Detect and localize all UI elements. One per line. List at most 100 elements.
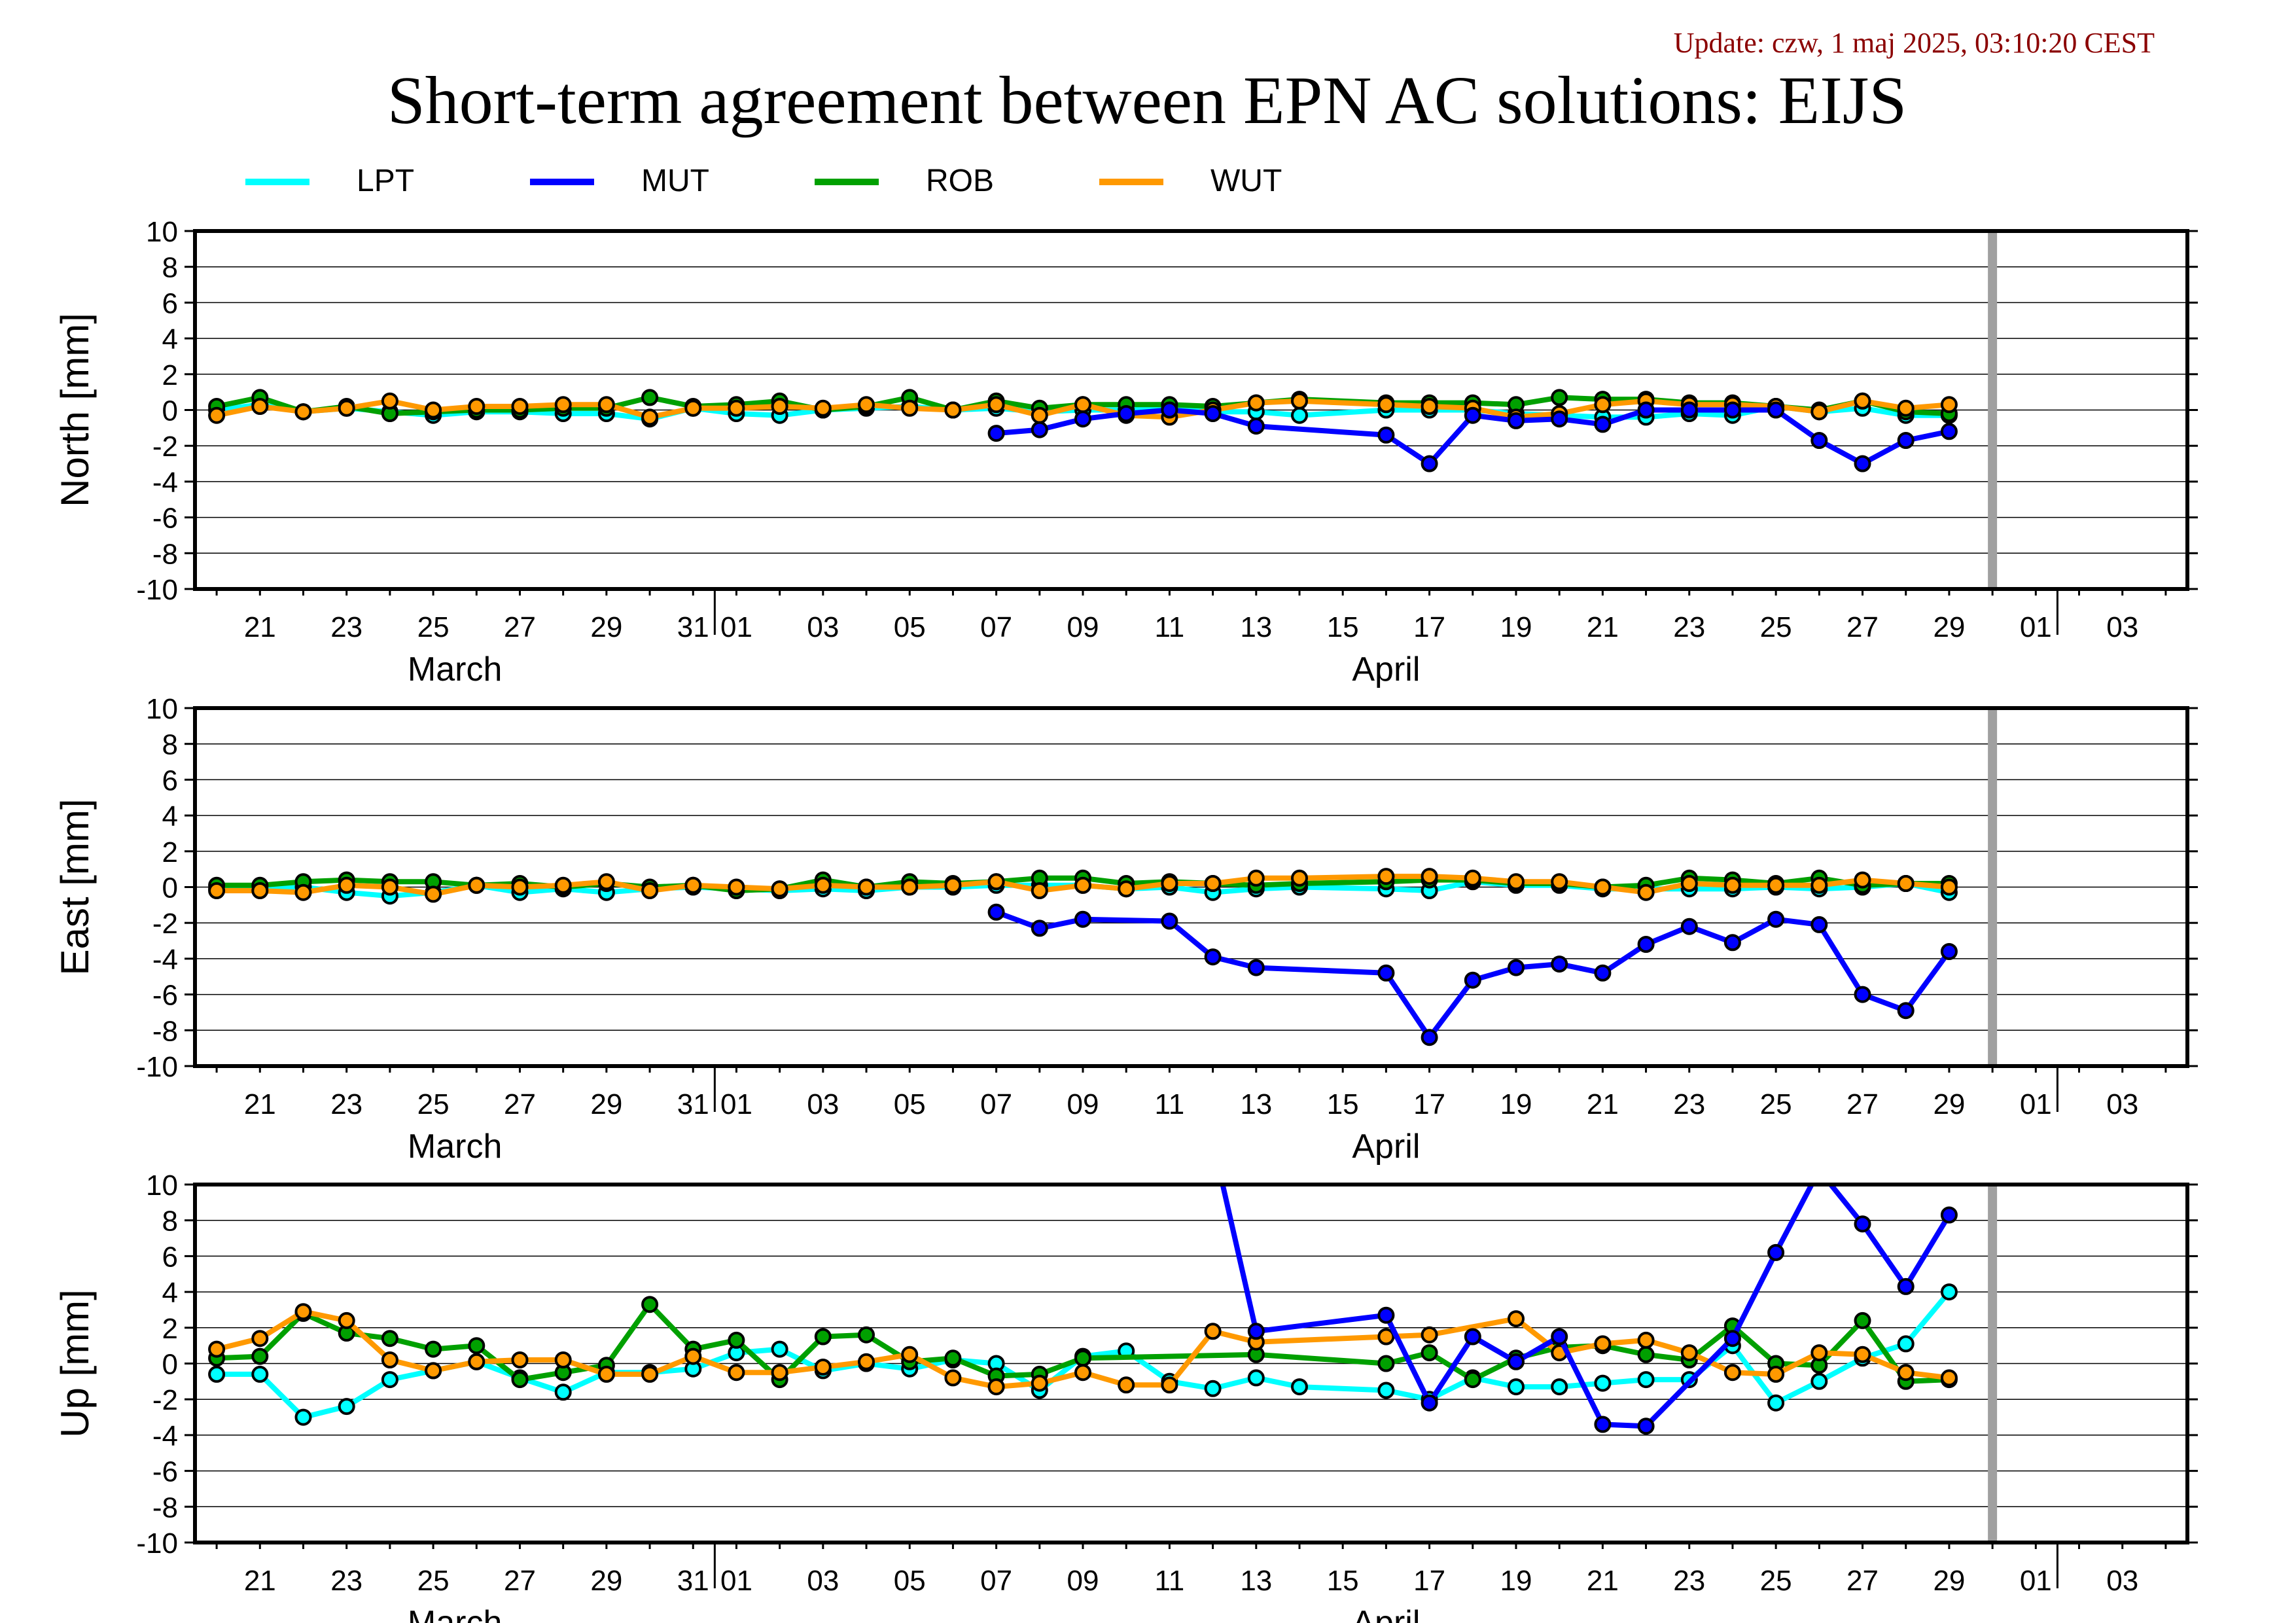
data-point-rob [728, 1331, 745, 1349]
data-point-lpt [1247, 1369, 1265, 1387]
y-tick-label: -6 [152, 503, 178, 535]
data-point-wut [1118, 1376, 1135, 1394]
data-point-lpt [771, 1340, 788, 1358]
y-tick-label: -2 [152, 431, 178, 463]
x-tick-label: 03 [807, 1088, 839, 1120]
x-tick-label: 21 [1587, 1088, 1619, 1120]
data-point-mut [1810, 432, 1828, 449]
data-point-mut [1421, 1029, 1438, 1046]
data-point-wut [1854, 392, 1871, 410]
x-tick-label: 19 [1500, 611, 1532, 643]
data-point-rob [251, 1347, 269, 1365]
data-point-lpt [251, 1365, 269, 1383]
data-point-wut [1508, 873, 1525, 891]
x-tick-label: 27 [1846, 1565, 1879, 1597]
data-point-mut [1767, 401, 1785, 419]
data-point-mut [1854, 1215, 1871, 1233]
data-point-wut [597, 873, 615, 891]
data-point-wut [1637, 1331, 1655, 1349]
data-point-wut [208, 406, 226, 424]
x-tick-label: 07 [980, 611, 1012, 643]
y-tick-label: 4 [162, 1277, 178, 1309]
data-point-mut [1464, 1328, 1481, 1346]
data-point-wut [1767, 876, 1785, 894]
data-point-wut [1854, 871, 1871, 889]
x-tick-label: 05 [894, 611, 926, 643]
data-point-wut [1377, 396, 1395, 414]
x-tick-label: 01 [720, 1088, 752, 1120]
x-tick-label: 13 [1240, 1088, 1272, 1120]
data-point-mut [1680, 918, 1698, 935]
x-tick-label: 05 [894, 1088, 926, 1120]
series-layer [208, 945, 1958, 1435]
data-point-wut [511, 878, 529, 896]
data-point-wut [1031, 882, 1048, 899]
current-day-marker [1988, 231, 1998, 589]
data-point-wut [771, 880, 788, 898]
data-point-mut [1161, 912, 1178, 930]
data-point-wut [1680, 1344, 1698, 1362]
data-point-mut [1767, 910, 1785, 928]
data-point-wut [1118, 880, 1135, 898]
data-point-wut [251, 1330, 269, 1347]
x-tick-label: 23 [1673, 1565, 1705, 1597]
data-point-wut [381, 1351, 398, 1368]
series-layer [208, 868, 1958, 1046]
data-point-mut [1031, 919, 1048, 937]
y-tick-label: 6 [162, 1241, 178, 1273]
series-layer [208, 389, 1958, 473]
data-point-mut [1637, 401, 1655, 419]
data-point-lpt [554, 1383, 572, 1401]
data-point-wut [684, 399, 702, 417]
data-point-mut [1940, 943, 1958, 960]
x-tick-label: 15 [1327, 1088, 1359, 1120]
data-point-mut [1162, 945, 1176, 959]
x-tick-label: 07 [980, 1088, 1012, 1120]
x-tick-label: 17 [1413, 1088, 1445, 1120]
month-label: April [1352, 1128, 1420, 1166]
data-point-wut [858, 878, 875, 896]
x-tick-label: 27 [504, 1088, 536, 1120]
data-point-mut [1377, 964, 1395, 982]
month-label: March [408, 1604, 502, 1623]
x-tick-label: 11 [1155, 1088, 1185, 1120]
x-tick-label: 03 [807, 611, 839, 643]
data-point-wut [944, 401, 962, 419]
data-point-wut [554, 876, 572, 894]
data-point-mut [1854, 986, 1871, 1003]
data-point-wut [1464, 869, 1481, 887]
data-point-mut [1247, 418, 1265, 435]
data-point-wut [511, 398, 529, 415]
data-point-mut [1594, 1416, 1612, 1433]
x-tick-label: 31 [677, 1565, 709, 1597]
data-point-wut [338, 876, 355, 894]
legend-item-mut: MUT [530, 164, 709, 198]
data-point-wut [294, 1303, 312, 1321]
x-tick-label: 25 [1760, 1565, 1792, 1597]
x-tick-label: 29 [590, 1565, 622, 1597]
x-tick-label: 25 [417, 1088, 450, 1120]
x-tick-label: 01 [720, 1565, 752, 1597]
series-line-lpt [217, 1290, 1951, 1420]
data-point-lpt [1291, 406, 1308, 424]
x-tick-label: 29 [1933, 1565, 1965, 1597]
x-tick-label: 31 [677, 611, 709, 643]
data-point-mut [1551, 1328, 1568, 1346]
data-point-wut [1377, 868, 1395, 885]
data-point-mut [1897, 432, 1915, 449]
data-point-wut [1421, 398, 1438, 415]
series-line-wut [216, 398, 1950, 420]
x-tick-label: 13 [1240, 1565, 1272, 1597]
y-tick-label: -2 [152, 908, 178, 940]
data-point-wut [858, 396, 875, 414]
data-point-wut [728, 399, 745, 417]
x-tick-label: 27 [504, 1565, 536, 1597]
data-point-wut [1940, 396, 1958, 414]
data-point-mut [1551, 955, 1568, 973]
data-point-rob [511, 1371, 529, 1389]
data-point-mut [1421, 1394, 1438, 1412]
data-point-lpt [381, 1371, 398, 1389]
data-point-lpt [1377, 1382, 1395, 1399]
x-tick-label: 01 [2020, 611, 2052, 643]
